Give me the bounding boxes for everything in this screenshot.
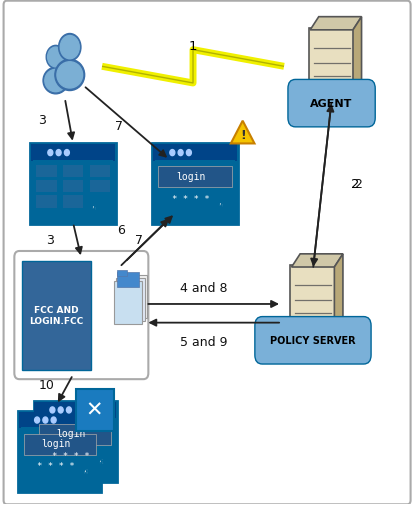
Ellipse shape <box>55 60 85 91</box>
Polygon shape <box>353 18 361 96</box>
Polygon shape <box>231 122 254 144</box>
FancyBboxPatch shape <box>119 276 147 318</box>
FancyBboxPatch shape <box>90 181 110 193</box>
FancyBboxPatch shape <box>63 181 83 193</box>
FancyBboxPatch shape <box>117 273 139 287</box>
FancyBboxPatch shape <box>21 428 98 488</box>
Circle shape <box>48 150 53 157</box>
Text: !: ! <box>240 129 246 142</box>
Text: 7: 7 <box>135 233 143 246</box>
FancyBboxPatch shape <box>33 161 113 222</box>
FancyBboxPatch shape <box>288 80 375 128</box>
Circle shape <box>178 150 183 157</box>
FancyBboxPatch shape <box>255 317 371 364</box>
FancyBboxPatch shape <box>90 166 110 178</box>
Circle shape <box>46 46 65 69</box>
Ellipse shape <box>45 70 66 92</box>
Circle shape <box>58 407 63 413</box>
Text: 7: 7 <box>115 120 122 133</box>
Text: * * * *: * * * * <box>52 451 90 460</box>
FancyBboxPatch shape <box>117 271 127 277</box>
Circle shape <box>56 150 61 157</box>
Polygon shape <box>100 452 103 464</box>
Ellipse shape <box>43 68 68 94</box>
FancyBboxPatch shape <box>36 181 56 193</box>
Polygon shape <box>220 195 223 207</box>
FancyBboxPatch shape <box>308 29 355 98</box>
Text: 6: 6 <box>117 223 124 236</box>
Text: 2: 2 <box>352 178 360 191</box>
FancyBboxPatch shape <box>76 389 114 431</box>
Text: 2: 2 <box>354 178 361 191</box>
FancyBboxPatch shape <box>34 402 116 419</box>
FancyBboxPatch shape <box>153 145 237 162</box>
Text: 5 and 9: 5 and 9 <box>180 335 227 348</box>
FancyBboxPatch shape <box>36 196 56 208</box>
FancyBboxPatch shape <box>290 266 336 335</box>
Circle shape <box>299 322 306 330</box>
Circle shape <box>50 407 55 413</box>
FancyBboxPatch shape <box>36 166 56 178</box>
Circle shape <box>48 48 64 68</box>
Polygon shape <box>310 18 361 31</box>
FancyBboxPatch shape <box>155 161 235 222</box>
FancyBboxPatch shape <box>22 261 91 370</box>
FancyBboxPatch shape <box>4 2 410 504</box>
Text: FCC AND
LOGIN.FCC: FCC AND LOGIN.FCC <box>29 305 84 326</box>
Circle shape <box>43 417 48 423</box>
Circle shape <box>60 36 79 60</box>
Text: POLICY SERVER: POLICY SERVER <box>270 336 356 345</box>
Polygon shape <box>334 255 343 333</box>
FancyBboxPatch shape <box>18 411 101 492</box>
Text: ✕: ✕ <box>86 400 103 420</box>
Circle shape <box>51 417 56 423</box>
Text: 1: 1 <box>189 39 197 53</box>
FancyBboxPatch shape <box>63 196 83 208</box>
Ellipse shape <box>57 63 83 89</box>
FancyBboxPatch shape <box>37 418 114 478</box>
FancyBboxPatch shape <box>34 401 117 482</box>
FancyBboxPatch shape <box>15 251 148 379</box>
FancyBboxPatch shape <box>116 279 145 321</box>
Text: * * * *: * * * * <box>172 194 210 203</box>
FancyBboxPatch shape <box>63 166 83 178</box>
Text: * * * *: * * * * <box>37 461 75 470</box>
Text: 4 and 8: 4 and 8 <box>180 281 227 294</box>
Text: 3: 3 <box>38 114 46 127</box>
FancyBboxPatch shape <box>30 144 116 225</box>
Circle shape <box>64 150 69 157</box>
Text: 10: 10 <box>38 378 54 391</box>
Circle shape <box>170 150 175 157</box>
Polygon shape <box>292 255 343 268</box>
Circle shape <box>59 34 81 62</box>
Text: login: login <box>41 438 71 448</box>
FancyBboxPatch shape <box>158 167 232 188</box>
FancyBboxPatch shape <box>152 144 238 225</box>
Text: AGENT: AGENT <box>310 99 353 109</box>
Circle shape <box>34 417 39 423</box>
Text: 3: 3 <box>46 233 54 246</box>
Text: login: login <box>56 428 85 438</box>
Circle shape <box>318 85 325 93</box>
Circle shape <box>186 150 191 157</box>
FancyBboxPatch shape <box>24 434 96 455</box>
FancyBboxPatch shape <box>114 282 142 324</box>
Polygon shape <box>93 198 96 210</box>
Text: login: login <box>176 172 206 181</box>
FancyBboxPatch shape <box>19 412 100 429</box>
Polygon shape <box>85 463 88 474</box>
Circle shape <box>66 407 71 413</box>
FancyBboxPatch shape <box>39 424 111 445</box>
FancyBboxPatch shape <box>31 145 115 162</box>
